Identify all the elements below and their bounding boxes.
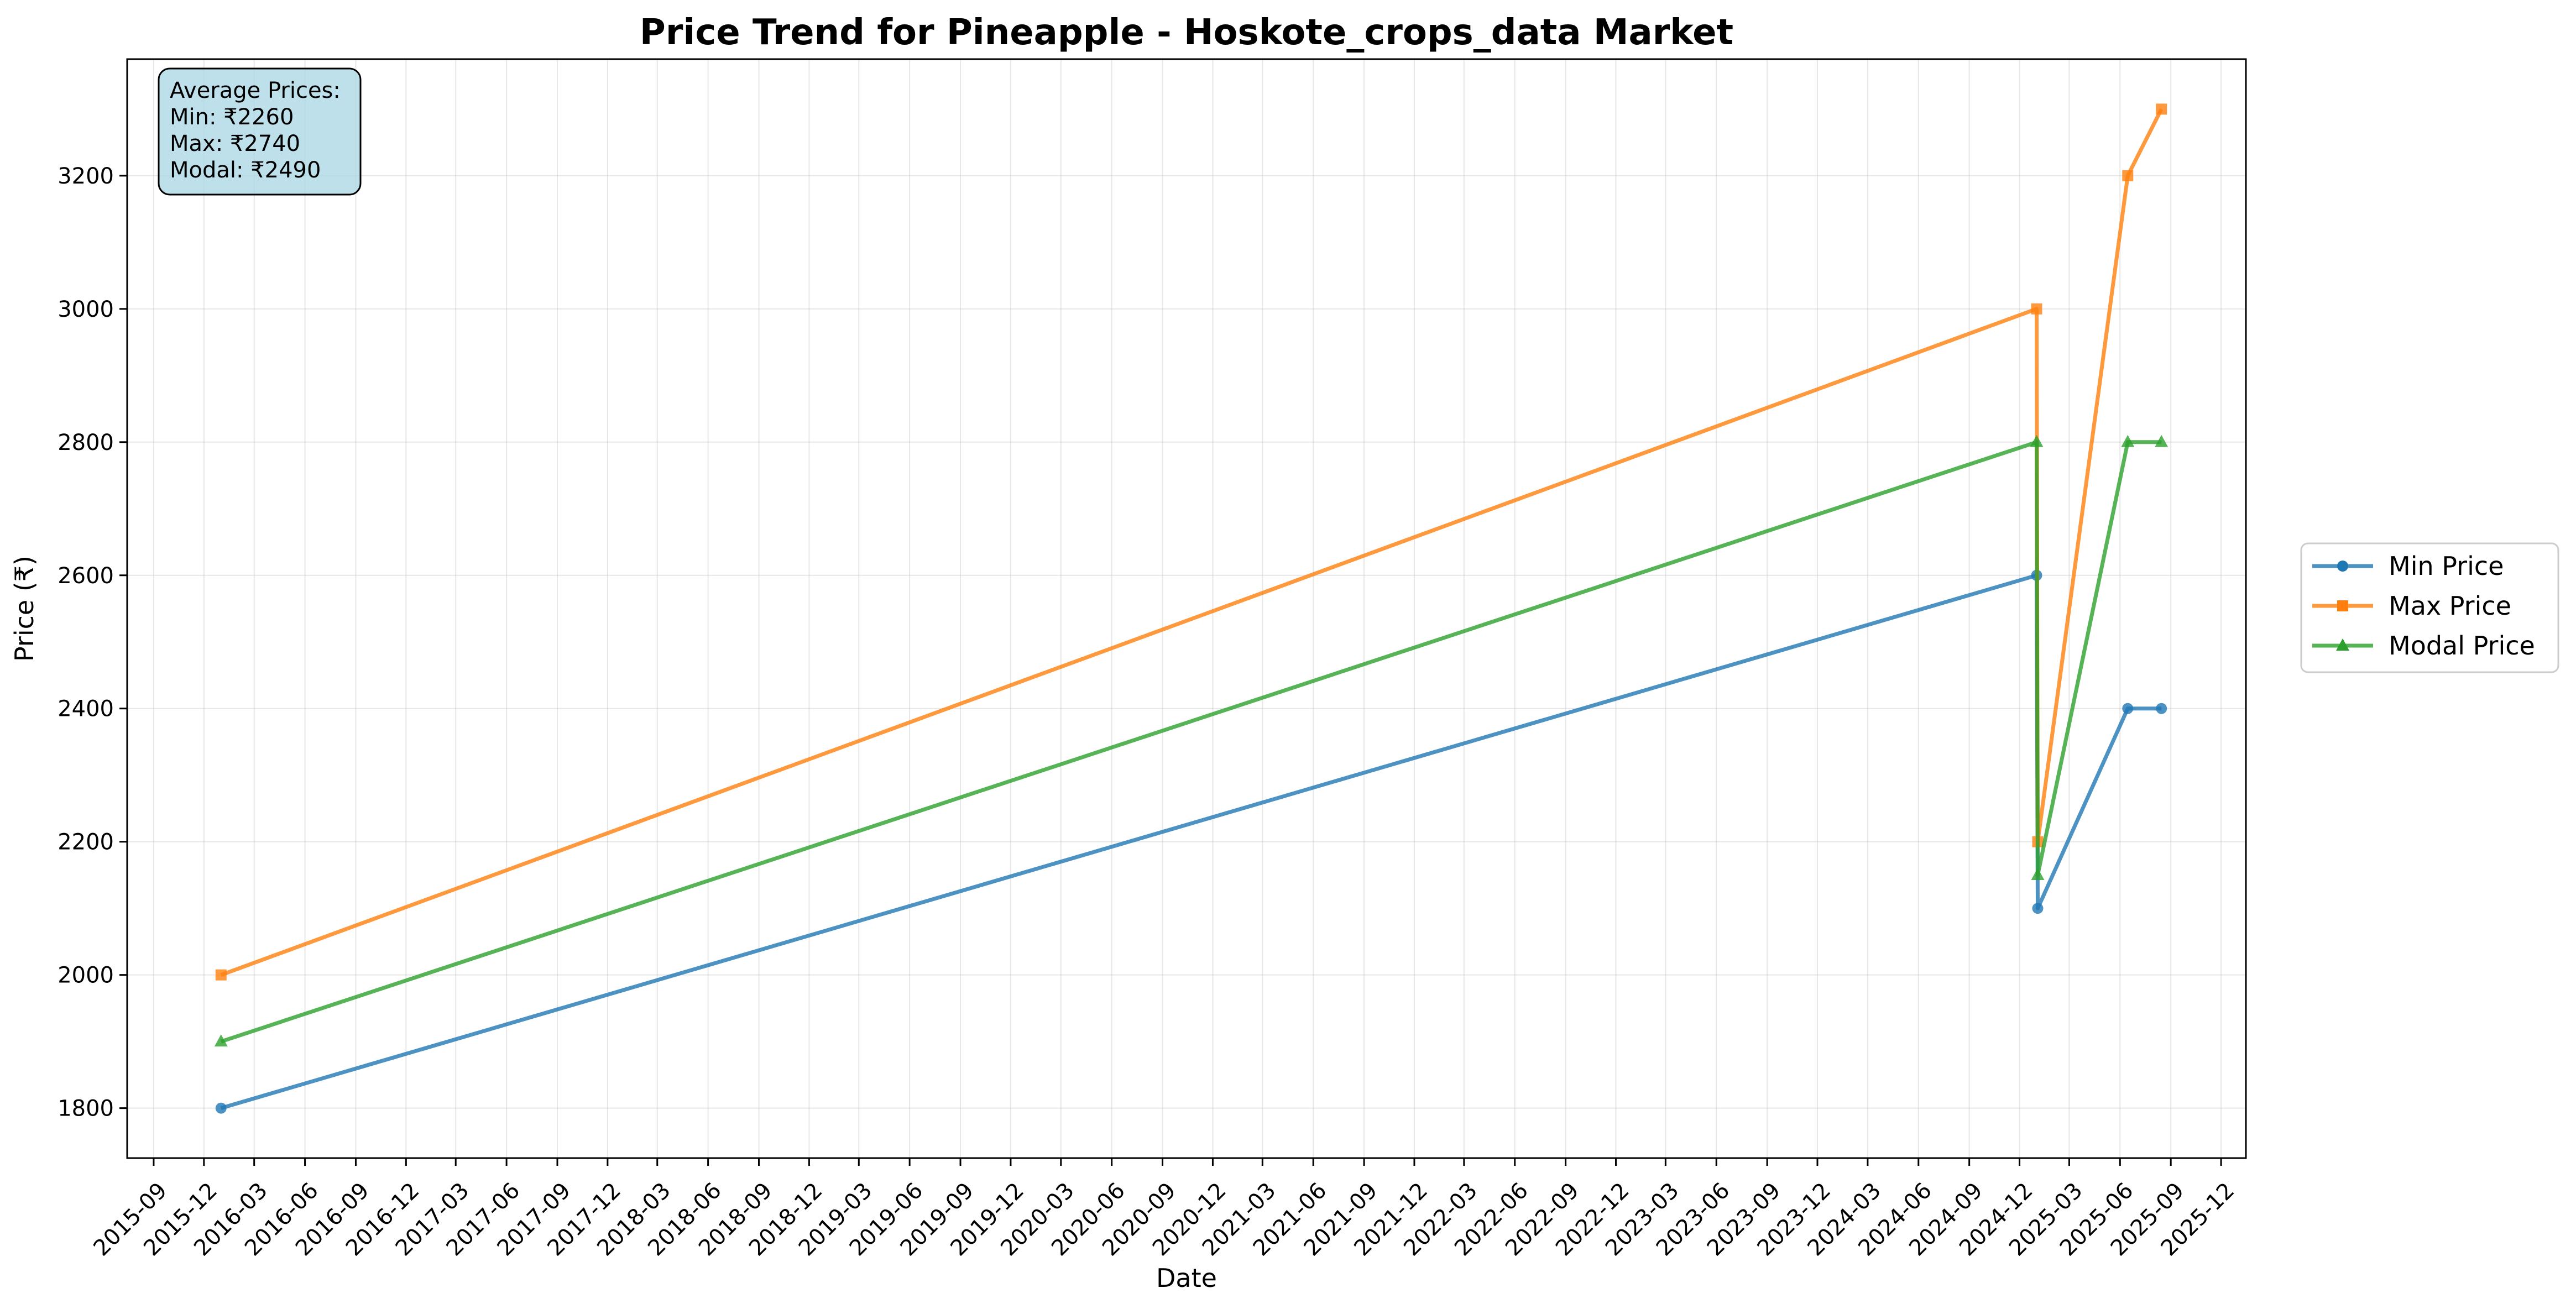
legend-swatch-marker: [2336, 638, 2349, 651]
y-axis: 1800 2000 2200 2400 2600 2800 3000 3200: [58, 164, 127, 1122]
data-point: [2032, 903, 2044, 914]
series-modal-price: [214, 434, 2169, 1047]
data-point: [215, 969, 227, 981]
legend-swatch-marker: [2337, 600, 2348, 611]
y-tick-label: 3200: [58, 164, 114, 189]
data-point: [2122, 170, 2134, 181]
annotation-line: Max: ₹2740: [170, 131, 300, 156]
annotation-line: Modal: ₹2490: [170, 158, 321, 183]
y-tick-label: 3000: [58, 297, 114, 322]
legend-label-modal: Modal Price: [2389, 631, 2535, 661]
annotation-box: Average Prices: Min: ₹2260 Max: ₹2740 Mo…: [158, 67, 362, 196]
series-min-price: [215, 569, 2167, 1114]
y-tick-label: 1800: [58, 1096, 114, 1122]
y-tick-label: 2400: [58, 697, 114, 722]
y-tick-label: 2800: [58, 430, 114, 455]
data-point: [2156, 703, 2167, 714]
legend: Min Price Max Price Modal Price: [2300, 542, 2559, 673]
legend-label-max: Max Price: [2389, 591, 2511, 621]
series-layer: [214, 103, 2169, 1114]
plot-frame: [126, 58, 2247, 1159]
data-point: [2030, 434, 2044, 447]
data-point: [2122, 703, 2134, 714]
legend-swatch-marker: [2337, 561, 2348, 572]
data-point: [214, 1034, 228, 1047]
y-axis-title: Price (₹): [9, 556, 39, 662]
x-axis-title: Date: [1156, 1263, 1217, 1293]
data-point: [2155, 434, 2169, 447]
data-point: [2121, 434, 2135, 447]
y-tick-label: 2200: [58, 830, 114, 855]
y-tick-label: 2000: [58, 963, 114, 988]
data-point: [2031, 867, 2045, 880]
chart-title: Price Trend for Pineapple - Hoskote_crop…: [640, 12, 1733, 53]
data-point: [2031, 303, 2042, 315]
legend-label-min: Min Price: [2389, 551, 2504, 581]
data-point: [2156, 103, 2167, 115]
annotation-line: Average Prices:: [170, 78, 341, 103]
grid: [127, 59, 2246, 1158]
annotation-line: Min: ₹2260: [170, 104, 294, 130]
data-point: [215, 1102, 227, 1114]
y-tick-label: 2600: [58, 563, 114, 589]
